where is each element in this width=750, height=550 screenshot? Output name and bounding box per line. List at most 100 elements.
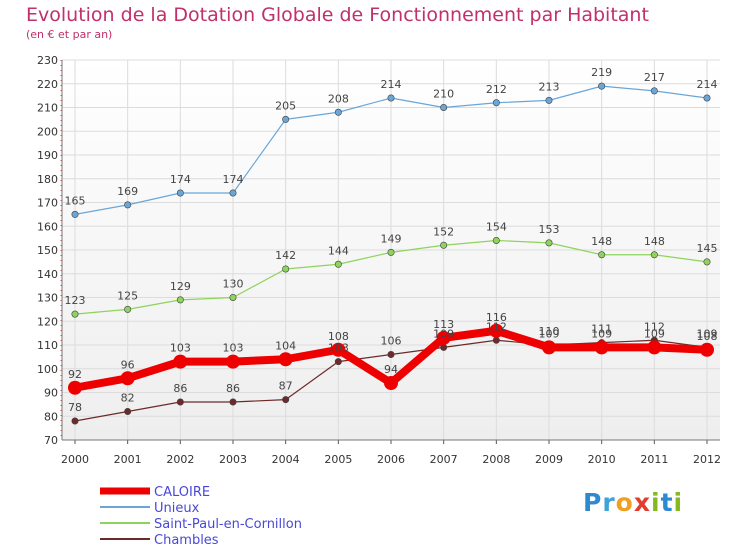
data-label: 148 (591, 235, 612, 248)
data-point (703, 258, 711, 266)
data-point (124, 407, 132, 415)
data-point (176, 398, 184, 406)
y-tick-label: 100 (37, 363, 58, 376)
data-point (229, 293, 237, 301)
x-tick-label: 2011 (640, 453, 668, 466)
data-point (282, 396, 290, 404)
data-point (124, 305, 132, 313)
data-label: 125 (117, 289, 138, 302)
y-tick-label: 190 (37, 149, 58, 162)
data-label: 148 (644, 235, 665, 248)
legend-label: CALOIRE (154, 485, 210, 500)
data-label: 205 (275, 99, 296, 112)
data-label: 169 (117, 185, 138, 198)
data-point (334, 358, 342, 366)
legend-label: Chambles (154, 533, 219, 548)
data-label: 109 (644, 327, 665, 340)
data-point (440, 241, 448, 249)
data-point (282, 115, 290, 123)
data-label: 174 (170, 173, 191, 186)
y-tick-label: 90 (44, 387, 58, 400)
data-label: 106 (381, 335, 402, 348)
proxiti-logo: Proxiti (583, 488, 684, 517)
data-label: 109 (697, 327, 718, 340)
data-label: 86 (226, 382, 240, 395)
x-tick-label: 2006 (377, 453, 405, 466)
y-tick-label: 130 (37, 292, 58, 305)
data-point (650, 251, 658, 259)
x-tick-label: 2000 (61, 453, 89, 466)
data-point (384, 376, 398, 390)
data-point (594, 340, 609, 355)
y-tick-label: 120 (37, 315, 58, 328)
data-label: 103 (170, 342, 191, 355)
data-label: 129 (170, 280, 191, 293)
data-point (703, 94, 711, 102)
data-label: 112 (644, 320, 665, 333)
x-tick-label: 2012 (693, 453, 721, 466)
data-point (492, 237, 500, 245)
x-tick-label: 2003 (219, 453, 247, 466)
data-label: 153 (539, 223, 560, 236)
y-tick-label: 150 (37, 244, 58, 257)
data-label: 116 (486, 311, 507, 324)
data-point (650, 87, 658, 95)
data-label: 174 (223, 173, 244, 186)
y-tick-label: 160 (37, 220, 58, 233)
data-label: 96 (121, 358, 135, 371)
data-label: 108 (328, 330, 349, 343)
y-tick-label: 210 (37, 102, 58, 115)
data-label: 112 (486, 320, 507, 333)
y-tick-label: 80 (44, 410, 58, 423)
data-point (229, 189, 237, 197)
y-tick-label: 110 (37, 339, 58, 352)
data-label: 213 (539, 80, 560, 93)
data-point (173, 354, 188, 369)
data-label: 212 (486, 83, 507, 96)
y-tick-label: 200 (37, 125, 58, 138)
data-label: 92 (68, 368, 82, 381)
x-tick-label: 2009 (535, 453, 563, 466)
data-point (387, 248, 395, 256)
data-point (647, 340, 662, 355)
data-label: 217 (644, 71, 665, 84)
x-tick-label: 2004 (272, 453, 300, 466)
data-label: 165 (65, 194, 86, 207)
data-label: 219 (591, 66, 612, 79)
y-tick-label: 180 (37, 173, 58, 186)
x-tick-label: 2002 (166, 453, 194, 466)
data-label: 78 (68, 401, 82, 414)
data-point (489, 323, 504, 338)
data-label: 144 (328, 244, 349, 257)
data-point (282, 265, 290, 273)
data-label: 109 (433, 327, 454, 340)
data-label: 108 (697, 330, 718, 343)
data-point (387, 350, 395, 358)
data-point (545, 96, 553, 104)
data-label: 123 (65, 294, 86, 307)
x-tick-label: 2001 (114, 453, 142, 466)
data-label: 208 (328, 92, 349, 105)
chart-subtitle: (en € et par an) (26, 28, 113, 41)
legend-label: Unieux (154, 501, 200, 516)
data-point (176, 296, 184, 304)
data-point (387, 94, 395, 102)
data-point (440, 104, 448, 112)
data-point (120, 371, 135, 386)
y-tick-label: 70 (44, 434, 58, 447)
data-label: 104 (275, 339, 296, 352)
data-point (492, 336, 500, 344)
data-point (176, 189, 184, 197)
data-point (226, 354, 240, 369)
data-label: 87 (279, 380, 293, 393)
data-point (545, 239, 553, 247)
data-label: 130 (223, 278, 244, 291)
data-point (440, 343, 448, 351)
y-tick-label: 140 (37, 268, 58, 281)
data-label: 145 (697, 242, 718, 255)
data-point (700, 342, 714, 357)
data-label: 154 (486, 221, 507, 234)
y-tick-label: 230 (37, 54, 58, 67)
data-label: 109 (591, 327, 612, 340)
